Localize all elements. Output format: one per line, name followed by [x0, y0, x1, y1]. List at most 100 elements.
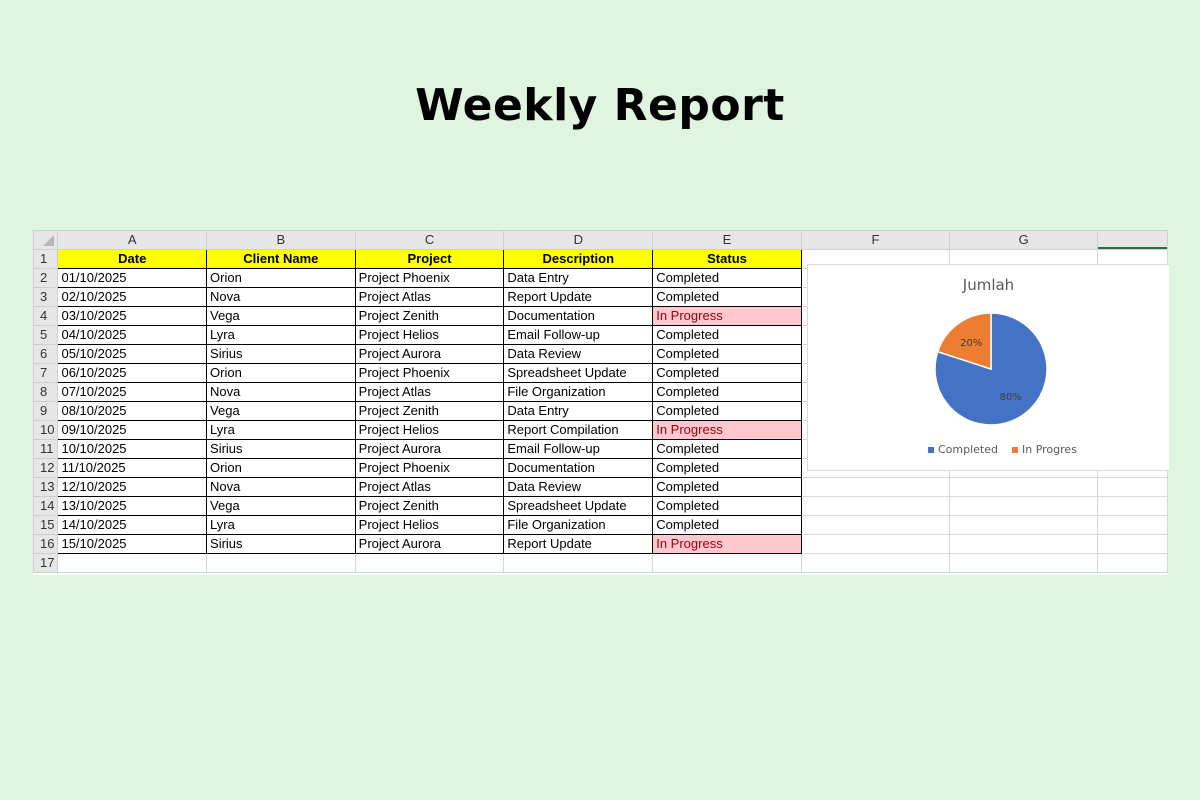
data-cell[interactable]: Sirius — [206, 534, 356, 554]
empty-cell[interactable] — [1097, 515, 1168, 535]
data-cell[interactable]: Data Review — [503, 477, 654, 497]
column-header-g[interactable]: G — [949, 230, 1099, 250]
data-cell[interactable]: Project Aurora — [354, 534, 505, 554]
data-cell[interactable]: Project Atlas — [354, 382, 505, 402]
row-header[interactable]: 11 — [33, 439, 59, 459]
column-header-e[interactable]: E — [652, 230, 802, 250]
data-cell[interactable]: Nova — [206, 382, 356, 402]
status-cell[interactable]: Completed — [652, 382, 802, 402]
row-header[interactable]: 10 — [33, 420, 59, 440]
data-cell[interactable]: 06/10/2025 — [57, 363, 208, 383]
column-header-b[interactable]: B — [206, 230, 356, 250]
empty-cell[interactable] — [503, 553, 654, 573]
row-header[interactable]: 8 — [33, 382, 59, 402]
data-cell[interactable]: Project Helios — [354, 325, 505, 345]
data-cell[interactable]: Sirius — [206, 439, 356, 459]
row-header[interactable]: 1 — [33, 249, 59, 269]
data-cell[interactable]: Nova — [206, 477, 356, 497]
data-cell[interactable]: Documentation — [503, 458, 654, 478]
data-cell[interactable]: 01/10/2025 — [57, 268, 208, 288]
empty-cell[interactable] — [949, 496, 1099, 516]
row-header[interactable]: 12 — [33, 458, 59, 478]
row-header[interactable]: 2 — [33, 268, 59, 288]
empty-cell[interactable] — [800, 534, 951, 554]
row-header[interactable]: 16 — [33, 534, 59, 554]
data-cell[interactable]: 05/10/2025 — [57, 344, 208, 364]
row-header[interactable]: 9 — [33, 401, 59, 421]
data-cell[interactable]: Vega — [206, 401, 356, 421]
data-cell[interactable]: Report Update — [503, 534, 654, 554]
empty-cell[interactable] — [1097, 553, 1168, 573]
empty-cell[interactable] — [949, 534, 1099, 554]
header-cell[interactable]: Date — [57, 249, 208, 269]
data-cell[interactable]: Project Phoenix — [354, 363, 505, 383]
data-cell[interactable]: Email Follow-up — [503, 325, 654, 345]
data-cell[interactable]: Project Atlas — [354, 287, 505, 307]
status-cell[interactable]: Completed — [652, 515, 802, 535]
column-header-d[interactable]: D — [503, 230, 654, 250]
status-cell[interactable]: Completed — [652, 363, 802, 383]
header-cell[interactable]: Client Name — [206, 249, 356, 269]
data-cell[interactable]: Project Zenith — [354, 496, 505, 516]
data-cell[interactable]: Vega — [206, 496, 356, 516]
data-cell[interactable]: Orion — [206, 458, 356, 478]
empty-cell[interactable] — [949, 515, 1099, 535]
pie-slice-in-progres[interactable] — [936, 312, 992, 371]
data-cell[interactable]: 13/10/2025 — [57, 496, 208, 516]
empty-cell[interactable] — [206, 553, 356, 573]
empty-cell[interactable] — [1097, 496, 1168, 516]
data-cell[interactable]: 11/10/2025 — [57, 458, 208, 478]
data-cell[interactable]: Spreadsheet Update — [503, 496, 654, 516]
status-cell[interactable]: Completed — [652, 439, 802, 459]
row-header[interactable]: 3 — [33, 287, 59, 307]
empty-cell[interactable] — [354, 553, 505, 573]
status-cell[interactable]: Completed — [652, 458, 802, 478]
empty-cell[interactable] — [1097, 534, 1168, 554]
row-header[interactable]: 15 — [33, 515, 59, 535]
data-cell[interactable]: 15/10/2025 — [57, 534, 208, 554]
data-cell[interactable]: Project Aurora — [354, 344, 505, 364]
data-cell[interactable]: 10/10/2025 — [57, 439, 208, 459]
data-cell[interactable]: 02/10/2025 — [57, 287, 208, 307]
empty-cell[interactable] — [1097, 477, 1168, 497]
data-cell[interactable]: Orion — [206, 268, 356, 288]
data-cell[interactable]: 08/10/2025 — [57, 401, 208, 421]
data-cell[interactable]: Project Phoenix — [354, 458, 505, 478]
row-header[interactable]: 13 — [33, 477, 59, 497]
status-cell[interactable]: Completed — [652, 325, 802, 345]
empty-cell[interactable] — [652, 553, 802, 573]
empty-cell[interactable] — [949, 553, 1099, 573]
data-cell[interactable]: Project Zenith — [354, 401, 505, 421]
data-cell[interactable]: Lyra — [206, 325, 356, 345]
data-cell[interactable]: 12/10/2025 — [57, 477, 208, 497]
pie-chart[interactable]: Jumlah 80% 20% Completed In Progres — [807, 264, 1169, 471]
data-cell[interactable]: Project Atlas — [354, 477, 505, 497]
empty-cell[interactable] — [57, 553, 208, 573]
empty-cell[interactable] — [949, 477, 1099, 497]
empty-cell[interactable] — [800, 477, 951, 497]
legend-item[interactable]: In Progres — [1012, 443, 1077, 456]
status-cell[interactable]: Completed — [652, 496, 802, 516]
data-cell[interactable]: Lyra — [206, 420, 356, 440]
data-cell[interactable]: Report Update — [503, 287, 654, 307]
row-header[interactable]: 17 — [33, 553, 59, 573]
select-all-corner[interactable] — [33, 230, 59, 250]
data-cell[interactable]: Data Entry — [503, 401, 654, 421]
data-cell[interactable]: Project Helios — [354, 420, 505, 440]
data-cell[interactable]: 07/10/2025 — [57, 382, 208, 402]
row-header[interactable]: 4 — [33, 306, 59, 326]
data-cell[interactable]: 04/10/2025 — [57, 325, 208, 345]
data-cell[interactable]: Project Phoenix — [354, 268, 505, 288]
header-cell[interactable]: Project — [354, 249, 505, 269]
status-cell[interactable]: Completed — [652, 401, 802, 421]
data-cell[interactable]: Data Entry — [503, 268, 654, 288]
data-cell[interactable]: Vega — [206, 306, 356, 326]
data-cell[interactable]: Data Review — [503, 344, 654, 364]
data-cell[interactable]: Email Follow-up — [503, 439, 654, 459]
status-cell[interactable]: Completed — [652, 287, 802, 307]
empty-cell[interactable] — [800, 553, 951, 573]
data-cell[interactable]: Project Aurora — [354, 439, 505, 459]
data-cell[interactable]: Spreadsheet Update — [503, 363, 654, 383]
data-cell[interactable]: Sirius — [206, 344, 356, 364]
status-cell[interactable]: Completed — [652, 344, 802, 364]
